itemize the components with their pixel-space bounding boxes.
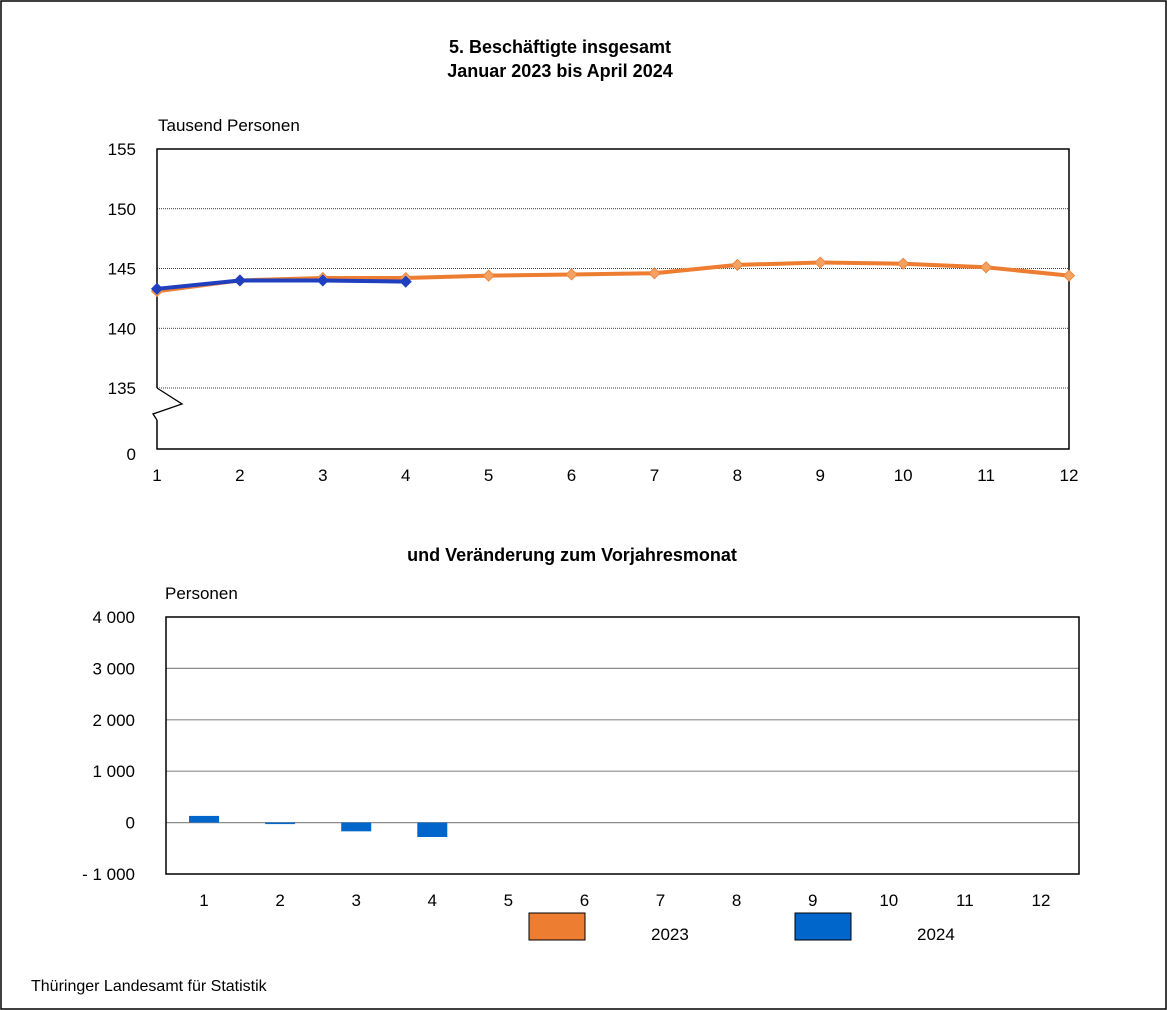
bottom-y-tick-label: 3 000 xyxy=(92,659,135,678)
bottom-x-tick-label: 2 xyxy=(275,891,284,910)
bottom-x-tick-label: 1 xyxy=(199,891,208,910)
top-chart-axis-break-icon xyxy=(151,387,184,421)
bottom-chart-title: und Veränderung zum Vorjahresmonat xyxy=(407,545,737,565)
top-chart-y-ticks: 0 135 140 145 150 155 xyxy=(108,140,136,464)
series-point-2023 xyxy=(648,267,661,280)
bottom-y-tick-label: 2 000 xyxy=(92,711,135,730)
top-x-tick-label: 4 xyxy=(401,466,410,485)
series-point-2023 xyxy=(897,257,910,270)
top-x-tick-label: 2 xyxy=(235,466,244,485)
bottom-y-tick-label: 1 000 xyxy=(92,762,135,781)
bottom-x-tick-label: 12 xyxy=(1031,891,1050,910)
top-y-tick-label: 140 xyxy=(108,319,136,338)
legend-label-2023: 2023 xyxy=(651,925,689,944)
bottom-y-tick-label: - 1 000 xyxy=(82,865,135,884)
top-x-tick-label: 5 xyxy=(484,466,493,485)
series-point-2023 xyxy=(565,268,578,281)
bottom-chart-y-ticks: - 1 000 0 1 000 2 000 3 000 4 000 xyxy=(82,608,135,884)
bottom-x-tick-label: 9 xyxy=(808,891,817,910)
top-y-tick-label: 0 xyxy=(127,445,136,464)
top-chart-title: 5. Beschäftigte insgesamt xyxy=(449,37,671,57)
top-x-tick-label: 12 xyxy=(1060,466,1079,485)
series-point-2024 xyxy=(316,274,329,287)
series-point-2023 xyxy=(1062,269,1076,282)
top-y-tick-label: 155 xyxy=(108,140,136,159)
top-x-tick-label: 10 xyxy=(894,466,913,485)
top-chart-series xyxy=(150,256,1076,298)
top-y-tick-label: 145 xyxy=(108,260,136,279)
top-chart-y-unit: Tausend Personen xyxy=(158,116,300,135)
top-chart-gridlines xyxy=(157,208,1069,389)
series-point-2024 xyxy=(233,274,246,287)
series-line-2024 xyxy=(156,278,406,291)
series-point-2023 xyxy=(731,258,744,271)
top-x-tick-label: 3 xyxy=(318,466,327,485)
legend-swatch-2024 xyxy=(794,912,852,941)
top-x-tick-label: 7 xyxy=(650,466,659,485)
top-chart-axis-break-gap xyxy=(153,388,161,420)
top-x-tick-label: 1 xyxy=(152,466,161,485)
top-chart-x-ticks: 1 2 3 4 5 6 7 8 9 10 11 12 xyxy=(152,466,1078,485)
bottom-x-tick-label: 6 xyxy=(580,891,589,910)
bottom-chart-x-ticks: 1 2 3 4 5 6 7 8 9 10 11 12 xyxy=(199,891,1050,910)
bar-2024 xyxy=(265,822,296,825)
bar-2024 xyxy=(189,815,220,823)
bottom-x-tick-label: 10 xyxy=(879,891,898,910)
source-label: Thüringer Landesamt für Statistik xyxy=(31,978,268,995)
series-point-2024 xyxy=(150,282,164,295)
bottom-x-tick-label: 3 xyxy=(351,891,360,910)
top-y-tick-label: 150 xyxy=(108,200,136,219)
legend-swatch-2023 xyxy=(528,912,586,941)
bar-2024 xyxy=(341,822,372,832)
top-chart-subtitle: Januar 2023 bis April 2024 xyxy=(447,61,672,81)
series-point-2023 xyxy=(980,261,993,274)
bottom-x-tick-label: 11 xyxy=(956,891,974,910)
top-chart-plot-area xyxy=(156,148,1070,450)
bottom-chart-gridlines xyxy=(166,667,1079,824)
bottom-chart-plot-area xyxy=(165,616,1080,875)
top-x-tick-label: 8 xyxy=(733,466,742,485)
top-x-tick-label: 6 xyxy=(567,466,576,485)
bottom-x-tick-label: 4 xyxy=(428,891,437,910)
bottom-y-tick-label: 4 000 xyxy=(92,608,135,627)
top-x-tick-label: 11 xyxy=(977,466,995,485)
bar-2024 xyxy=(417,822,448,837)
bottom-chart-y-unit: Personen xyxy=(165,584,238,603)
top-x-tick-label: 9 xyxy=(816,466,825,485)
bottom-chart-bars xyxy=(189,815,448,837)
series-point-2023 xyxy=(482,269,495,282)
bottom-x-tick-label: 5 xyxy=(504,891,513,910)
bottom-x-tick-label: 7 xyxy=(656,891,665,910)
top-y-tick-label: 135 xyxy=(108,379,136,398)
bottom-x-tick-label: 8 xyxy=(732,891,741,910)
series-point-2023 xyxy=(814,256,827,269)
series-point-2024 xyxy=(399,275,412,288)
legend-label-2024: 2024 xyxy=(917,925,955,944)
bottom-y-tick-label: 0 xyxy=(126,814,135,833)
legend: 2023 2024 xyxy=(528,912,955,944)
